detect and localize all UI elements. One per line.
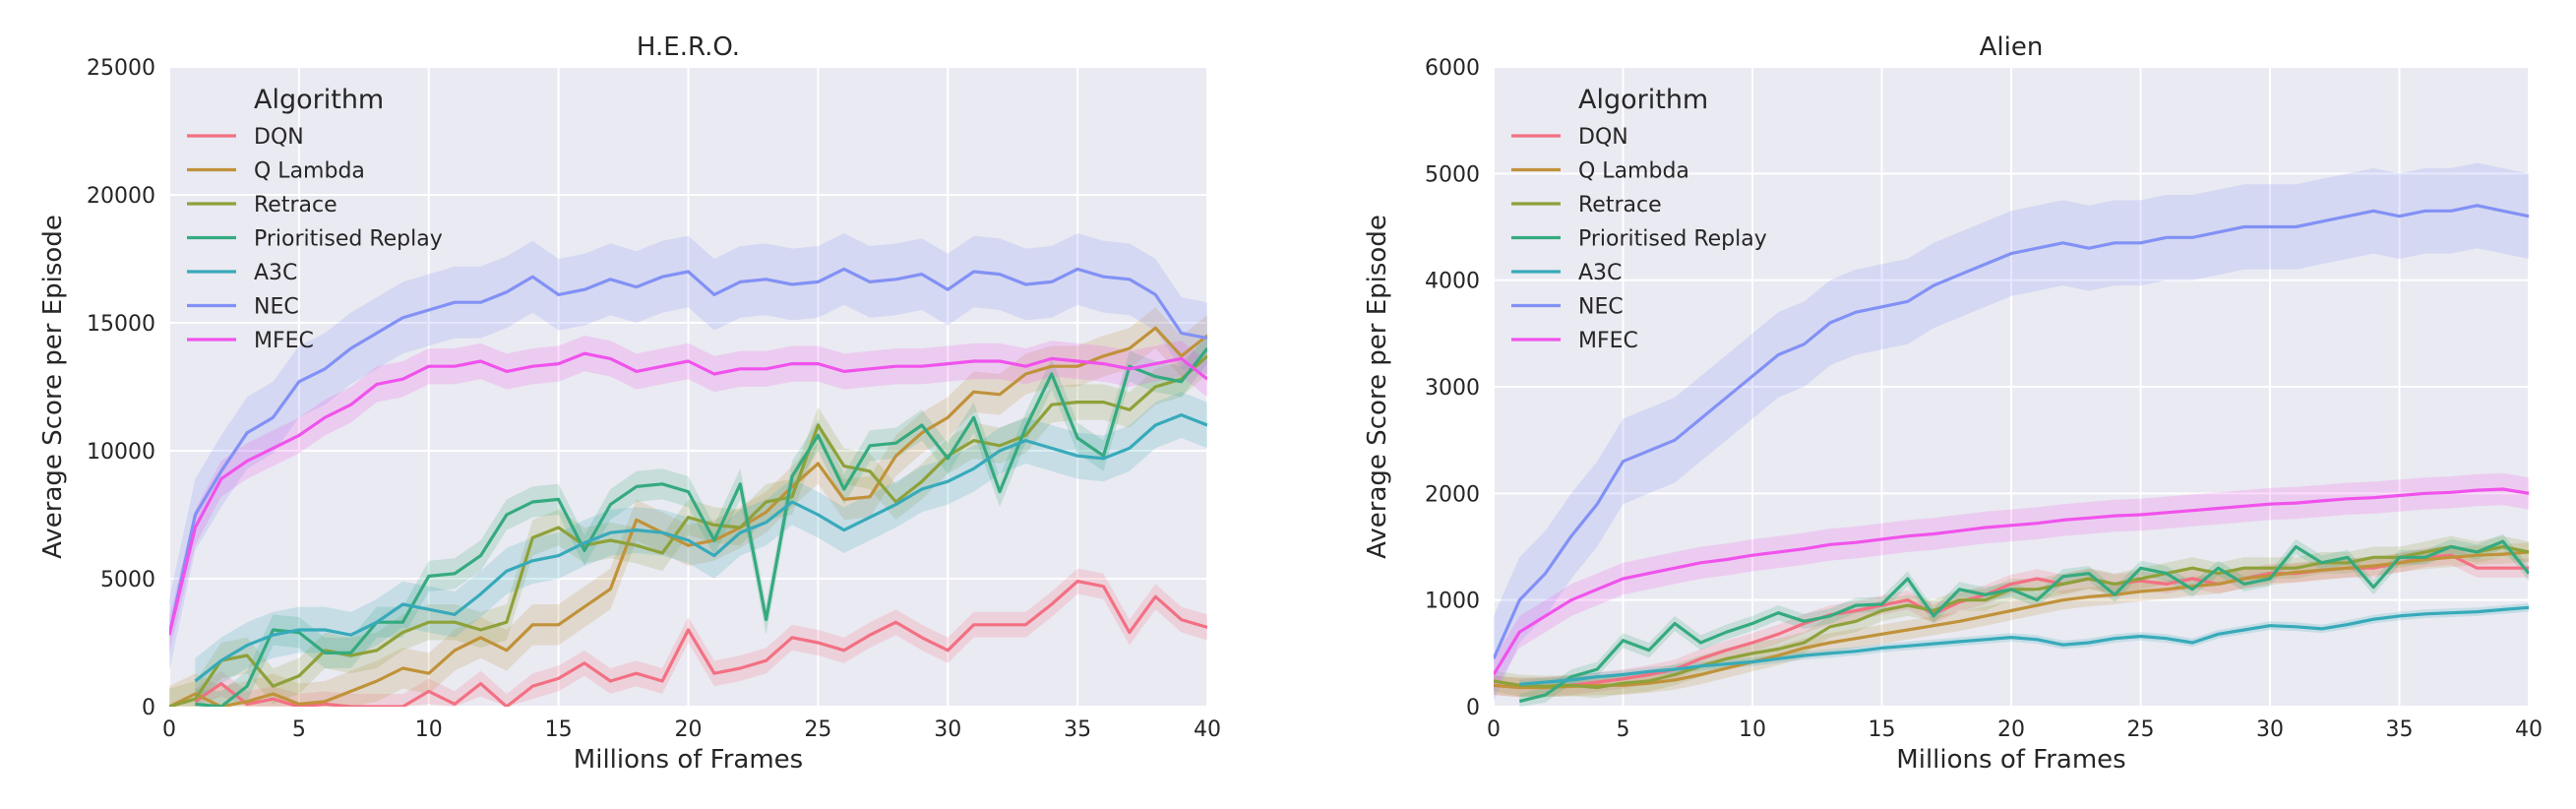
plot-area: [1494, 162, 2529, 707]
y-axis-label: Average Score per Episode: [1363, 215, 1392, 559]
series-line: [169, 326, 1207, 707]
series-band: [169, 307, 1207, 707]
y-tick-label: 25000: [87, 56, 155, 81]
y-tick-label: 3000: [1425, 376, 1480, 401]
legend-label: Q Lambda: [1578, 159, 1689, 184]
legend-label: Retrace: [1578, 193, 1662, 218]
x-tick-label: 30: [2256, 717, 2284, 742]
x-tick-label: 0: [162, 717, 176, 742]
series-line: [169, 351, 1207, 636]
series-band: [169, 338, 1207, 707]
legend: Algorithm DQN Q Lambda Retrace Prioritised R…: [1511, 85, 1767, 353]
chart-title: H.E.R.O.: [637, 32, 740, 62]
series-band: [169, 336, 1207, 653]
y-tick-label: 2000: [1425, 482, 1480, 507]
y-tick-label: 5000: [100, 568, 155, 592]
x-tick-label: 15: [545, 717, 573, 742]
y-tick-label: 0: [1466, 696, 1480, 720]
legend-title: Algorithm: [254, 85, 384, 115]
x-tick-label: 25: [2127, 717, 2155, 742]
legend-label: Q Lambda: [254, 159, 365, 184]
series-line: [1494, 204, 2529, 659]
series-band: [1494, 162, 2529, 702]
chart-panel-0: 0 5 10 15 20 25 30 35 40 0 5000 10000 15000 20000 2500…: [38, 32, 1221, 775]
legend-label: NEC: [1578, 295, 1624, 320]
chart-title: Alien: [1980, 32, 2044, 62]
x-tick-label: 10: [1739, 717, 1766, 742]
series-band: [195, 568, 1207, 707]
series-line: [1518, 539, 2529, 704]
y-tick-label: 20000: [87, 184, 155, 209]
x-tick-label: 20: [1997, 717, 2025, 742]
plot-area: [169, 233, 1207, 707]
series-line: [195, 347, 1207, 707]
x-axis-label: Millions of Frames: [574, 745, 803, 775]
y-tick-label: 0: [142, 696, 155, 720]
series-line: [194, 413, 1207, 683]
x-tick-label: 20: [675, 717, 703, 742]
legend-label: Prioritised Replay: [1578, 227, 1767, 252]
chart-panel-1: 0 5 10 15 20 25 30 35 40 0 1000 2000 3000 4000 5000 600…: [1363, 32, 2543, 775]
legend-label: MFEC: [1578, 329, 1638, 353]
legend: Algorithm DQN Q Lambda Retrace Prioritised R…: [187, 85, 443, 353]
x-axis-label: Millions of Frames: [1896, 745, 2125, 775]
legend-label: DQN: [254, 125, 304, 150]
legend-label: A3C: [1578, 261, 1622, 285]
x-tick-label: 30: [934, 717, 961, 742]
x-tick-label: 40: [1194, 717, 1221, 742]
series-line: [169, 267, 1207, 636]
y-tick-label: 15000: [87, 312, 155, 337]
legend-label: NEC: [254, 295, 299, 320]
y-axis-label: Average Score per Episode: [38, 215, 68, 559]
x-tick-label: 0: [1487, 717, 1501, 742]
series-line: [1494, 487, 2529, 676]
x-tick-label: 5: [292, 717, 306, 742]
y-tick-label: 1000: [1425, 590, 1480, 614]
x-tick-label: 35: [2386, 717, 2414, 742]
legend-label: Prioritised Replay: [254, 227, 443, 252]
series-line: [194, 580, 1207, 707]
legend-label: Retrace: [254, 193, 337, 218]
series-line: [1519, 605, 2529, 686]
legend-label: DQN: [1578, 125, 1628, 150]
x-tick-label: 35: [1064, 717, 1091, 742]
y-tick-label: 5000: [1425, 162, 1480, 187]
x-tick-label: 5: [1617, 717, 1630, 742]
legend-label: A3C: [254, 261, 297, 285]
series-band: [169, 233, 1207, 671]
y-tick-label: 6000: [1425, 56, 1480, 81]
legend-label: MFEC: [254, 329, 314, 353]
x-tick-label: 10: [415, 717, 443, 742]
series-band: [1494, 542, 2529, 698]
legend-title: Algorithm: [1578, 85, 1708, 115]
x-tick-label: 40: [2515, 717, 2543, 742]
series-band: [1519, 533, 2529, 707]
x-tick-label: 25: [804, 717, 831, 742]
x-tick-label: 15: [1869, 717, 1896, 742]
y-tick-label: 4000: [1425, 270, 1480, 294]
y-tick-label: 10000: [87, 440, 155, 465]
